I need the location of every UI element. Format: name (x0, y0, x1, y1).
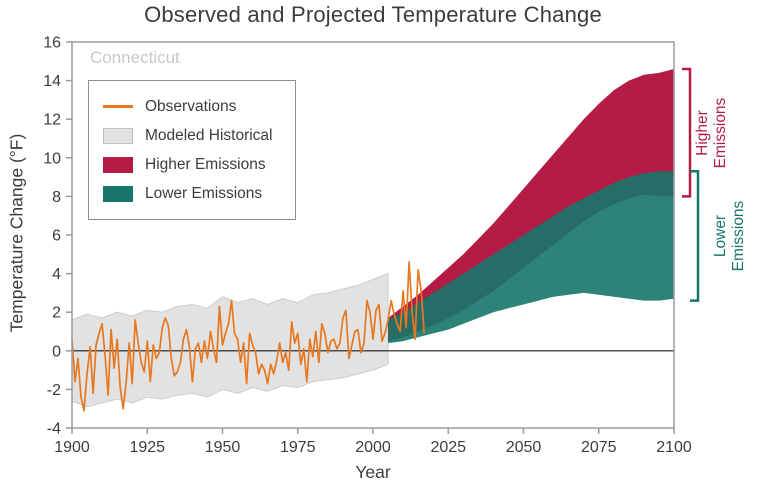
legend-label: Higher Emissions (145, 155, 266, 173)
lower-emissions-swatch (103, 185, 133, 202)
modeled-historical-swatch (103, 127, 133, 144)
svg-text:4: 4 (52, 266, 61, 283)
x-axis-label: Year (355, 462, 391, 482)
legend-item-lower-emissions: Lower Emissions (103, 179, 273, 208)
svg-text:2000: 2000 (355, 439, 391, 456)
svg-text:2025: 2025 (430, 439, 466, 456)
svg-text:8: 8 (52, 189, 61, 206)
observations-line-swatch (103, 105, 133, 108)
svg-text:2075: 2075 (581, 439, 617, 456)
svg-text:0: 0 (52, 343, 61, 360)
svg-text:2050: 2050 (506, 439, 542, 456)
higher-emissions-swatch (103, 156, 133, 173)
svg-text:2: 2 (52, 305, 61, 322)
svg-text:-4: -4 (47, 421, 61, 438)
svg-text:16: 16 (43, 35, 61, 52)
svg-text:6: 6 (52, 228, 61, 245)
chart-title: Observed and Projected Temperature Chang… (144, 2, 602, 27)
higher-emissions-side-label: Higher Emissions (694, 97, 729, 169)
legend-label: Lower Emissions (145, 184, 263, 202)
svg-text:12: 12 (43, 112, 61, 129)
svg-text:10: 10 (43, 150, 61, 167)
legend-item-higher-emissions: Higher Emissions (103, 150, 273, 179)
legend: Observations Modeled Historical Higher E… (88, 80, 296, 220)
svg-text:1975: 1975 (280, 439, 316, 456)
svg-text:1900: 1900 (54, 439, 90, 456)
svg-text:2100: 2100 (656, 439, 692, 456)
legend-label: Modeled Historical (145, 126, 273, 144)
lower-emissions-side-label: Lower Emissions (712, 200, 747, 272)
svg-text:1950: 1950 (205, 439, 241, 456)
legend-label: Observations (145, 97, 237, 115)
svg-text:-2: -2 (47, 382, 61, 399)
region-label: Connecticut (90, 48, 180, 67)
legend-item-observations: Observations (103, 92, 273, 121)
legend-item-modeled-historical: Modeled Historical (103, 121, 273, 150)
svg-text:1925: 1925 (129, 439, 165, 456)
svg-text:14: 14 (43, 73, 61, 90)
